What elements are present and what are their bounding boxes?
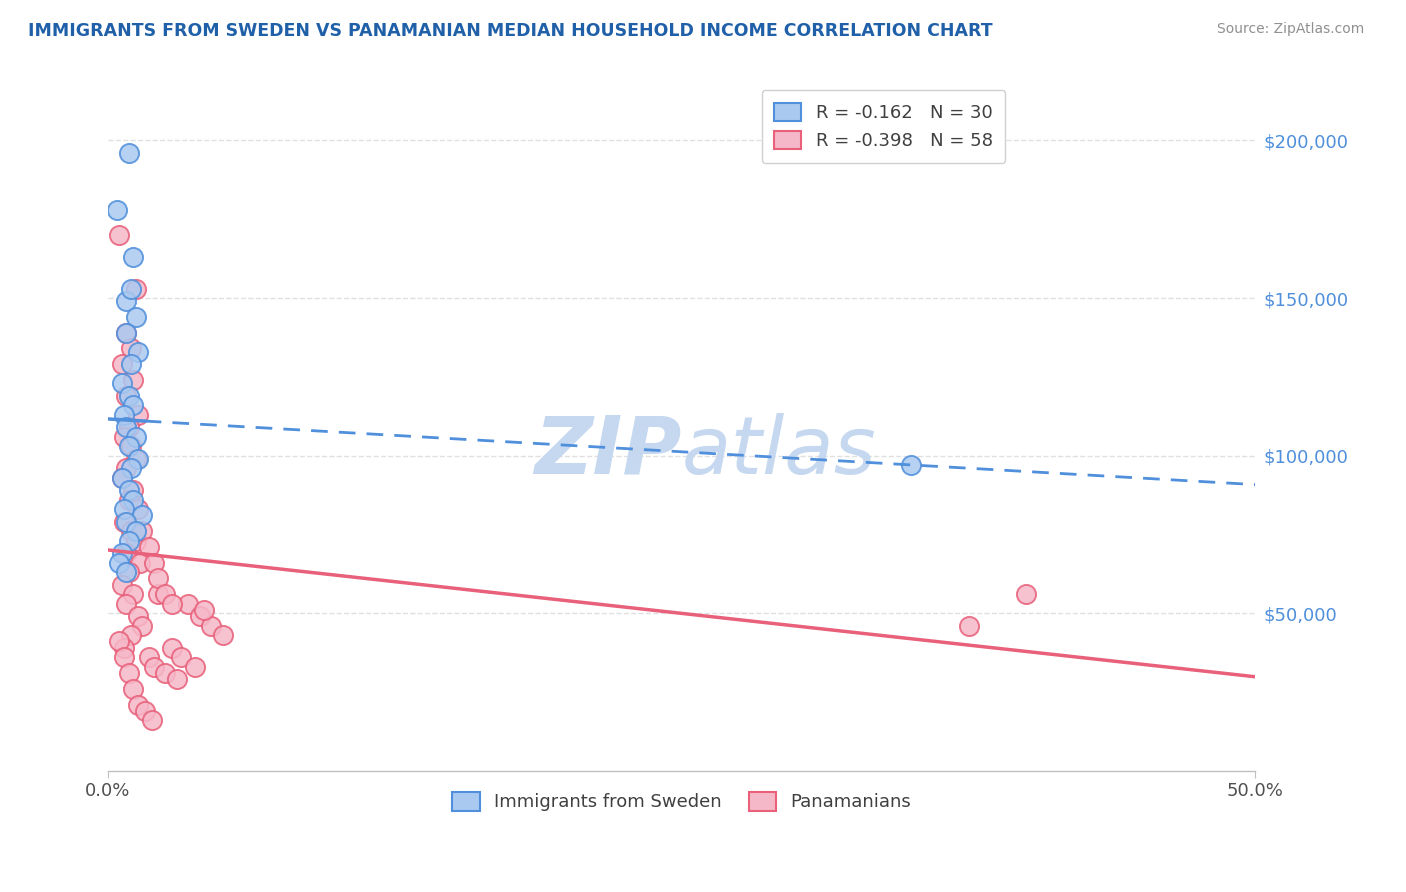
- Point: [117, 565, 139, 579]
- Point: [112, 408, 135, 422]
- Point: [127, 344, 149, 359]
- Point: [127, 502, 149, 516]
- Point: [138, 650, 160, 665]
- Point: [115, 389, 138, 403]
- Point: [162, 640, 184, 655]
- Point: [120, 461, 142, 475]
- Point: [122, 250, 145, 264]
- Point: [120, 628, 142, 642]
- Point: [120, 439, 142, 453]
- Point: [177, 597, 200, 611]
- Point: [111, 470, 134, 484]
- Point: [148, 572, 170, 586]
- Point: [120, 342, 142, 356]
- Point: [115, 515, 138, 529]
- Point: [211, 628, 233, 642]
- Point: [111, 470, 134, 484]
- Point: [111, 357, 134, 371]
- Point: [142, 659, 165, 673]
- Point: [112, 650, 135, 665]
- Text: IMMIGRANTS FROM SWEDEN VS PANAMANIAN MEDIAN HOUSEHOLD INCOME CORRELATION CHART: IMMIGRANTS FROM SWEDEN VS PANAMANIAN MED…: [28, 22, 993, 40]
- Point: [117, 483, 139, 498]
- Point: [115, 461, 138, 475]
- Point: [127, 408, 149, 422]
- Point: [108, 227, 131, 242]
- Text: atlas: atlas: [682, 413, 876, 491]
- Point: [129, 556, 152, 570]
- Point: [112, 502, 135, 516]
- Point: [124, 451, 146, 466]
- Point: [120, 357, 142, 371]
- Point: [124, 282, 146, 296]
- Point: [127, 609, 149, 624]
- Point: [115, 546, 138, 560]
- Point: [124, 310, 146, 324]
- Point: [112, 430, 135, 444]
- Point: [188, 609, 211, 624]
- Point: [134, 704, 156, 718]
- Point: [117, 665, 139, 680]
- Point: [115, 597, 138, 611]
- Point: [108, 634, 131, 648]
- Point: [148, 587, 170, 601]
- Point: [112, 515, 135, 529]
- Point: [131, 508, 153, 523]
- Point: [193, 603, 215, 617]
- Point: [108, 556, 131, 570]
- Point: [1015, 587, 1038, 601]
- Point: [117, 533, 139, 548]
- Point: [131, 619, 153, 633]
- Point: [122, 483, 145, 498]
- Point: [184, 659, 207, 673]
- Point: [115, 420, 138, 434]
- Point: [127, 451, 149, 466]
- Point: [122, 492, 145, 507]
- Point: [141, 713, 163, 727]
- Point: [155, 587, 177, 601]
- Point: [115, 326, 138, 340]
- Point: [900, 458, 922, 472]
- Point: [111, 376, 134, 390]
- Point: [957, 619, 980, 633]
- Point: [122, 398, 145, 412]
- Point: [124, 524, 146, 539]
- Point: [112, 640, 135, 655]
- Point: [122, 587, 145, 601]
- Point: [115, 294, 138, 309]
- Text: ZIP: ZIP: [534, 413, 682, 491]
- Point: [117, 420, 139, 434]
- Point: [138, 540, 160, 554]
- Point: [142, 556, 165, 570]
- Point: [115, 565, 138, 579]
- Point: [155, 665, 177, 680]
- Point: [122, 373, 145, 387]
- Point: [105, 202, 128, 217]
- Point: [170, 650, 193, 665]
- Point: [162, 597, 184, 611]
- Point: [122, 681, 145, 696]
- Point: [131, 524, 153, 539]
- Point: [117, 439, 139, 453]
- Point: [124, 430, 146, 444]
- Point: [127, 698, 149, 712]
- Point: [200, 619, 222, 633]
- Point: [117, 389, 139, 403]
- Text: Source: ZipAtlas.com: Source: ZipAtlas.com: [1216, 22, 1364, 37]
- Point: [111, 578, 134, 592]
- Point: [166, 673, 188, 687]
- Point: [124, 533, 146, 548]
- Point: [115, 326, 138, 340]
- Point: [120, 282, 142, 296]
- Legend: Immigrants from Sweden, Panamanians: Immigrants from Sweden, Panamanians: [440, 780, 924, 824]
- Point: [111, 546, 134, 560]
- Point: [117, 492, 139, 507]
- Point: [117, 146, 139, 161]
- Point: [120, 524, 142, 539]
